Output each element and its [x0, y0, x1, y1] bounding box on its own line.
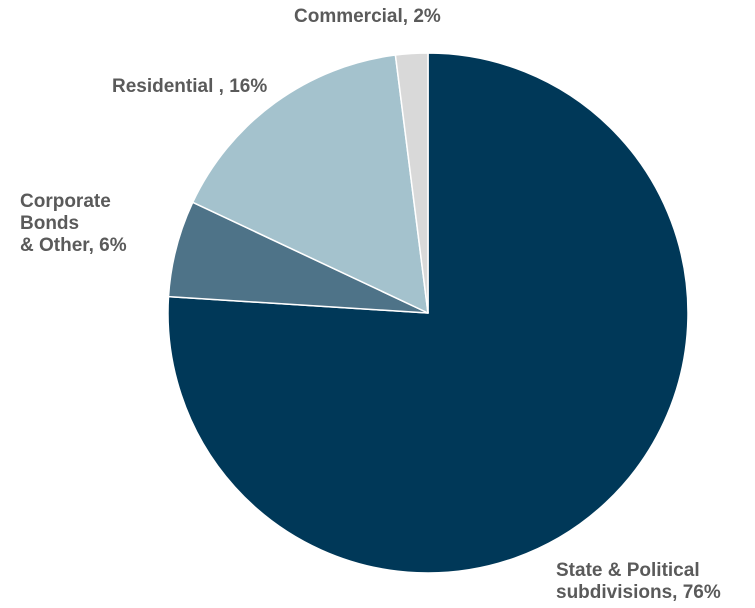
label-residential: Residential , 16%: [112, 76, 267, 98]
pie-slice-commercial: [394, 52, 429, 314]
label-corporate-bonds-line-3: & Other, 6%: [20, 235, 127, 256]
pie-slice-state-political-subdivisions: [167, 52, 689, 574]
label-state-political-line-2: subdivisions, 76%: [556, 582, 721, 603]
label-corporate-bonds-line-2: Bonds: [20, 213, 80, 234]
label-residential-line-1: Residential , 16%: [112, 76, 268, 97]
label-state-political: State & Political subdivisions, 76%: [556, 560, 721, 604]
label-commercial-line-1: Commercial, 2%: [294, 6, 441, 27]
label-commercial: Commercial, 2%: [294, 6, 441, 28]
label-corporate-bonds: Corporate Bonds & Other, 6%: [20, 191, 127, 257]
pie-slice-residential: [191, 54, 429, 314]
pie-slices: [167, 52, 689, 574]
label-state-political-line-1: State & Political: [556, 560, 700, 581]
label-corporate-bonds-line-1: Corporate: [20, 191, 111, 212]
